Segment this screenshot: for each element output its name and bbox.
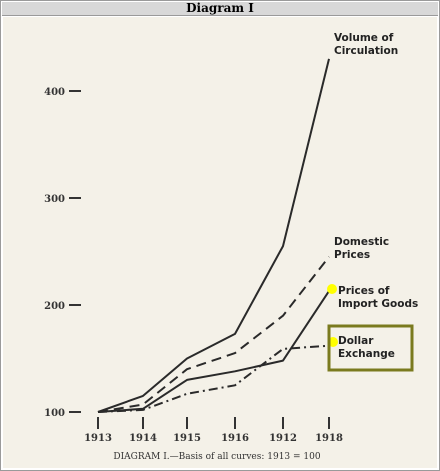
y-axis: 100 200 300 400 (44, 87, 81, 419)
highlight-dot-import (327, 284, 337, 294)
x-tick-label-5: 1918 (315, 433, 343, 444)
series-label-3-line-1: Exchange (338, 348, 395, 360)
x-tick-label-1: 1914 (129, 433, 157, 444)
series-lines (97, 58, 330, 413)
chart-caption: DIAGRAM I.—Basis of all curves: 1913 = 1… (113, 452, 320, 462)
series-label-3-line-0: Dollar (338, 335, 374, 347)
annotation-box (327, 324, 414, 372)
series-line-1 (97, 256, 330, 413)
series-line-3 (97, 344, 330, 413)
y-tick-label-100: 100 (44, 408, 65, 419)
y-tick-label-200: 200 (44, 301, 65, 312)
series-label-1-line-0: Domestic (334, 236, 389, 248)
series-label-1-line-1: Prices (334, 249, 370, 261)
series-label-2-line-0: Prices of (338, 285, 390, 297)
series-line-2 (97, 290, 330, 413)
series-line-0 (97, 58, 330, 413)
line-chart: 100 200 300 400 1913 1914 1915 1916 1912 1918 Vo… (44, 32, 418, 462)
x-axis: 1913 1914 1915 1916 1912 1918 (84, 417, 343, 444)
x-tick-label-3: 1916 (221, 433, 249, 444)
x-tick-label-4: 1912 (269, 433, 297, 444)
y-tick-label-300: 300 (44, 194, 65, 205)
x-tick-label-2: 1915 (173, 433, 201, 444)
series-label-0-line-0: Volume of (334, 32, 394, 44)
series-label-0-line-1: Circulation (334, 45, 398, 57)
y-tick-label-400: 400 (44, 87, 65, 98)
x-tick-label-0: 1913 (84, 433, 112, 444)
scanned-page: 100 200 300 400 1913 1914 1915 1916 1912 1918 Vo… (3, 17, 437, 468)
series-label-2-line-1: Import Goods (338, 298, 418, 310)
diagram-title: Diagram I (2, 2, 438, 16)
